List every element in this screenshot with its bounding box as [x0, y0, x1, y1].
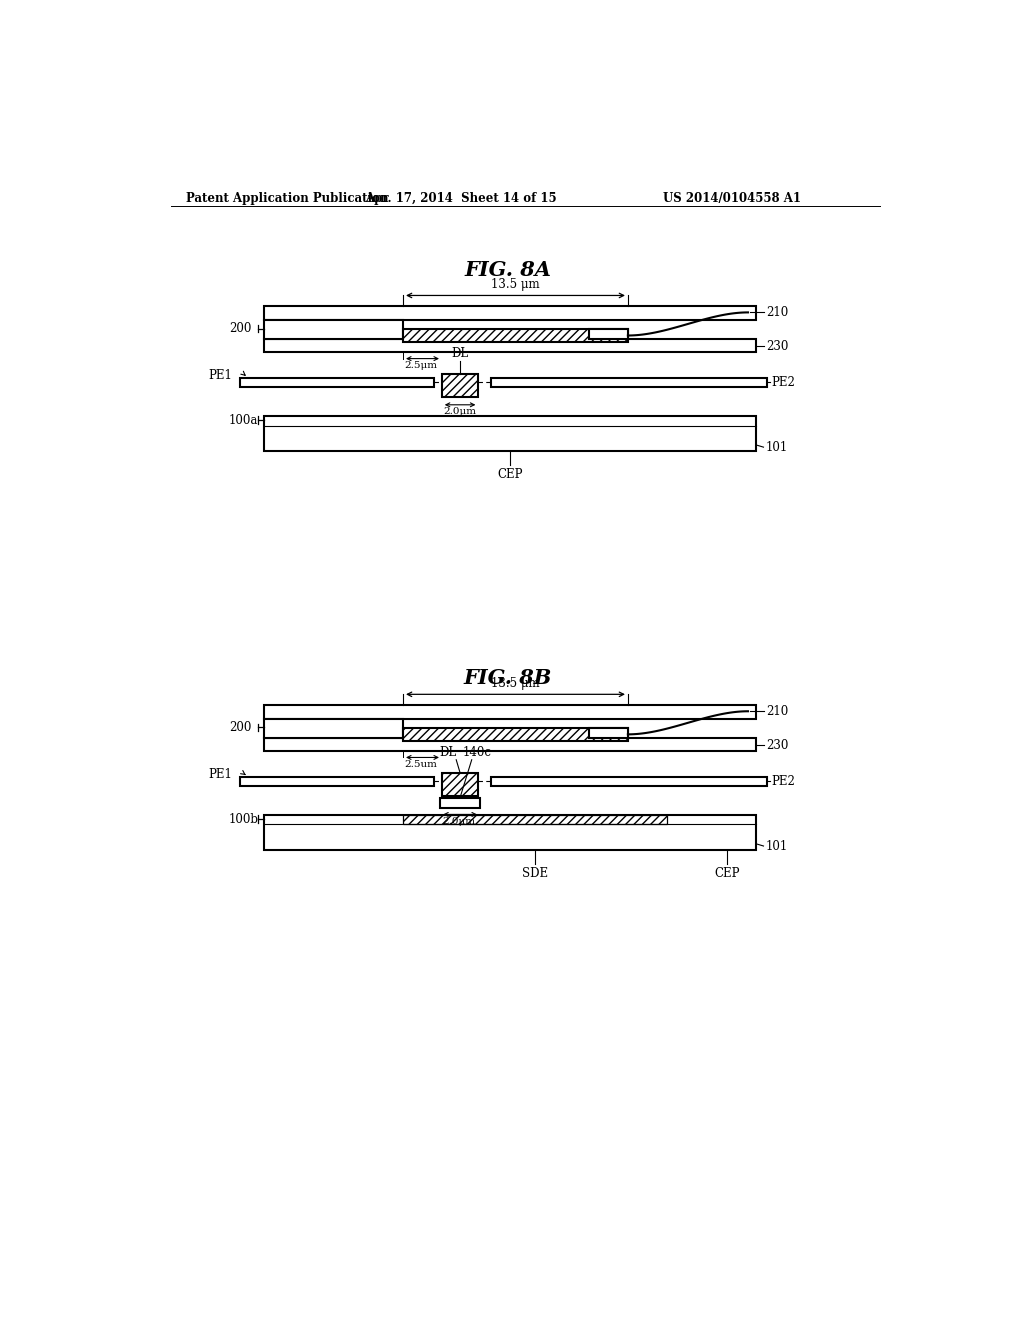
- Polygon shape: [263, 321, 403, 339]
- Text: 13.5 μm: 13.5 μm: [492, 677, 540, 689]
- Polygon shape: [263, 339, 756, 352]
- Text: 2.0μm: 2.0μm: [443, 407, 476, 416]
- Polygon shape: [263, 416, 756, 451]
- Text: 200: 200: [228, 721, 251, 734]
- Text: FIG. 8B: FIG. 8B: [464, 668, 552, 688]
- Text: 210: 210: [766, 705, 788, 718]
- Polygon shape: [403, 816, 667, 825]
- Text: Patent Application Publication: Patent Application Publication: [186, 191, 389, 205]
- Text: 2.5um: 2.5um: [404, 760, 437, 768]
- Text: 100a: 100a: [228, 413, 258, 426]
- Text: 13.5 μm: 13.5 μm: [492, 277, 540, 290]
- Text: 2.0μm: 2.0μm: [442, 817, 475, 826]
- Text: 230: 230: [766, 739, 788, 751]
- Polygon shape: [263, 705, 756, 719]
- Text: PE2: PE2: [771, 376, 795, 389]
- Polygon shape: [589, 330, 628, 339]
- Polygon shape: [263, 738, 756, 751]
- Text: 101: 101: [766, 441, 788, 454]
- Polygon shape: [263, 306, 756, 321]
- Text: CEP: CEP: [714, 867, 739, 880]
- Polygon shape: [263, 719, 403, 738]
- Text: DL: DL: [439, 746, 457, 759]
- Text: CEP: CEP: [497, 469, 522, 480]
- Polygon shape: [442, 774, 478, 796]
- Text: PE1: PE1: [209, 768, 232, 781]
- Text: 100b: 100b: [228, 813, 259, 825]
- Polygon shape: [241, 776, 434, 785]
- Polygon shape: [442, 374, 478, 397]
- Polygon shape: [263, 816, 756, 850]
- Text: Apr. 17, 2014  Sheet 14 of 15: Apr. 17, 2014 Sheet 14 of 15: [366, 191, 557, 205]
- Text: 2.5μm: 2.5μm: [404, 360, 437, 370]
- Text: US 2014/0104558 A1: US 2014/0104558 A1: [663, 191, 801, 205]
- Polygon shape: [490, 776, 767, 785]
- Polygon shape: [403, 330, 628, 342]
- Text: 230: 230: [766, 339, 788, 352]
- Text: SDE: SDE: [522, 867, 548, 880]
- Polygon shape: [403, 729, 628, 741]
- Text: 210: 210: [766, 306, 788, 319]
- Polygon shape: [589, 729, 628, 738]
- Text: DL: DL: [452, 347, 469, 360]
- Polygon shape: [440, 797, 480, 808]
- Text: PE2: PE2: [771, 775, 795, 788]
- Text: 101: 101: [766, 840, 788, 853]
- Text: 140c: 140c: [463, 746, 492, 759]
- Text: 200: 200: [228, 322, 251, 335]
- Text: PE1: PE1: [209, 370, 232, 381]
- Text: FIG. 8A: FIG. 8A: [464, 260, 551, 280]
- Polygon shape: [490, 378, 767, 387]
- Polygon shape: [241, 378, 434, 387]
